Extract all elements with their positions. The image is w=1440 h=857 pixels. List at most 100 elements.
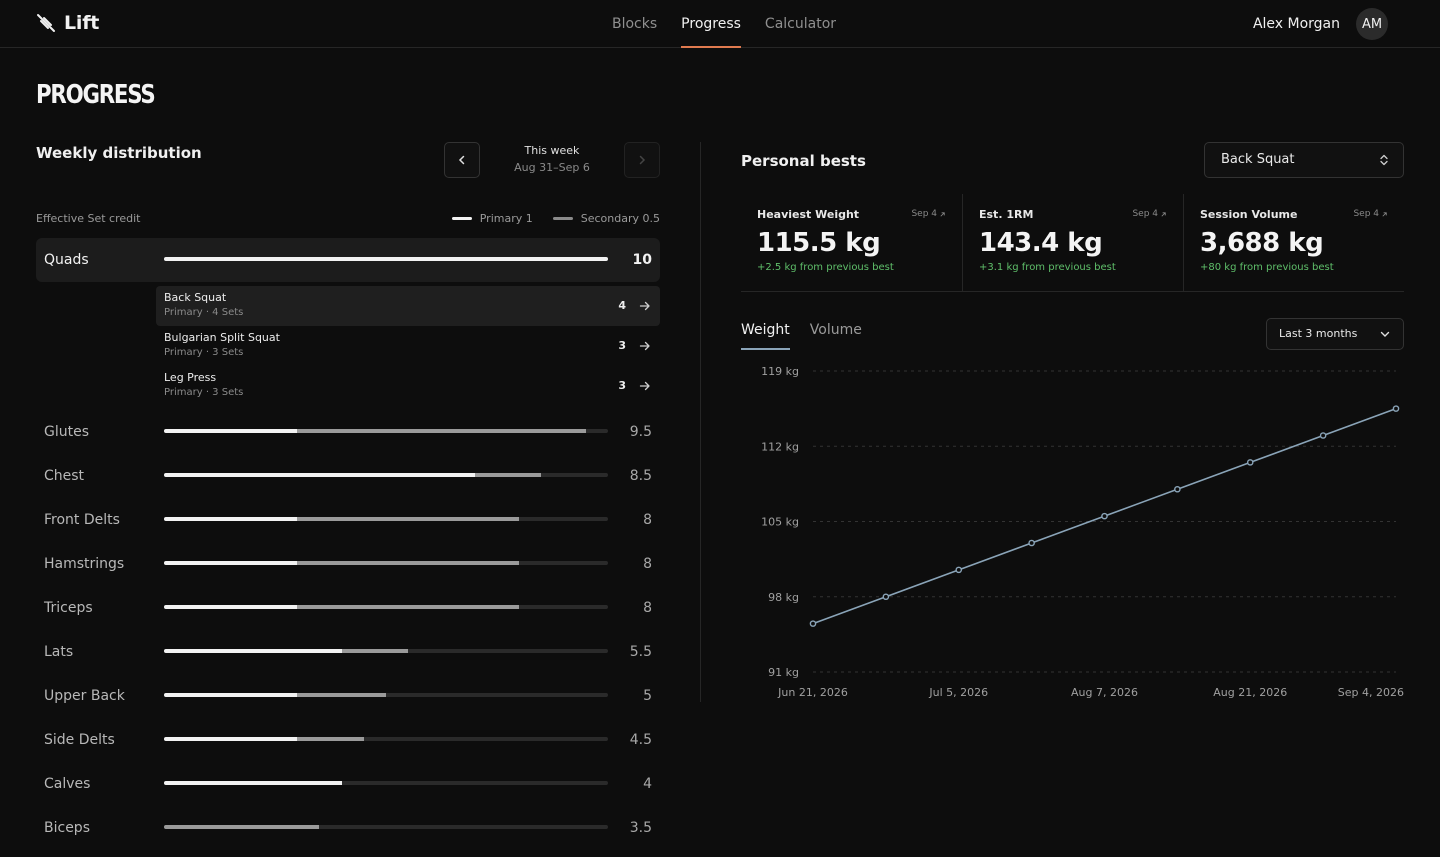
- user-menu[interactable]: Alex Morgan AM: [1253, 8, 1388, 40]
- primary-credit-segment: [164, 517, 298, 521]
- muscle-name: Quads: [44, 252, 89, 268]
- muscle-row-biceps[interactable]: Biceps 3.5: [36, 806, 660, 850]
- main-nav: Blocks Progress Calculator: [612, 0, 836, 48]
- x-tick-label: Aug 7, 2026: [1071, 686, 1138, 699]
- arrow-up-right-icon: [1161, 211, 1166, 217]
- x-tick-label: Jun 21, 2026: [777, 686, 848, 699]
- stat-date[interactable]: Sep 4: [911, 209, 946, 219]
- legend-primary-label: Primary 1: [479, 212, 533, 225]
- chart-tabs: Weight Volume: [741, 318, 862, 350]
- nav-tab-calculator[interactable]: Calculator: [764, 16, 837, 32]
- set-credit-bar: [164, 561, 608, 565]
- muscle-name: Upper Back: [44, 688, 125, 704]
- muscle-value: 5: [643, 688, 652, 704]
- nav-tab-blocks[interactable]: Blocks: [612, 16, 658, 32]
- secondary-credit-segment: [297, 517, 520, 521]
- secondary-credit-segment: [297, 737, 364, 741]
- muscle-row-lats[interactable]: Lats 5.5: [36, 630, 660, 674]
- muscle-row-side-delts[interactable]: Side Delts 4.5: [36, 718, 660, 762]
- week-label: This week: [524, 144, 580, 157]
- muscle-value: 3.5: [629, 820, 652, 836]
- lift-select[interactable]: Back Squat: [1204, 142, 1404, 178]
- stat-card-heaviest-weight[interactable]: Heaviest Weight Sep 4 115.5 kg +2.5 kg f…: [741, 194, 962, 291]
- muscle-row-glutes[interactable]: Glutes 9.5: [36, 410, 660, 454]
- stat-date-text: Sep 4: [1132, 209, 1158, 219]
- data-point[interactable]: [1101, 512, 1108, 520]
- next-week-button[interactable]: [624, 142, 660, 178]
- set-credit-bar: [164, 825, 608, 829]
- y-tick-label: 119 kg: [761, 365, 799, 378]
- chevron-right-icon: [639, 155, 646, 165]
- exercise-meta: Primary · 3 Sets: [164, 387, 244, 398]
- legend-row: Effective Set credit Primary 1 Secondary…: [36, 212, 660, 226]
- stat-label: Est. 1RM: [979, 208, 1034, 221]
- chart-tab-volume[interactable]: Volume: [809, 322, 862, 338]
- data-point[interactable]: [882, 593, 890, 601]
- exercise-name: Back Squat: [164, 291, 227, 304]
- arrow-up-right-icon: [940, 211, 945, 217]
- exercise-row-leg-press[interactable]: Leg Press Primary · 3 Sets 3: [156, 366, 660, 406]
- stat-cards: Heaviest Weight Sep 4 115.5 kg +2.5 kg f…: [741, 194, 1404, 292]
- muscle-row-triceps[interactable]: Triceps 8: [36, 586, 660, 630]
- muscle-name: Lats: [44, 644, 74, 660]
- legend-secondary-swatch: [552, 217, 573, 220]
- exercise-set-count: 4: [618, 299, 626, 312]
- page-title: PROGRESS: [36, 80, 156, 110]
- brand-name: Lift: [64, 12, 100, 34]
- top-navigation-bar: Lift Blocks Progress Calculator Alex Mor…: [0, 0, 1440, 48]
- muscle-name: Hamstrings: [44, 556, 125, 572]
- data-point[interactable]: [1392, 405, 1400, 412]
- stat-value: 143.4 kg: [979, 228, 1103, 258]
- data-point[interactable]: [955, 566, 963, 574]
- muscle-name: Chest: [44, 468, 85, 484]
- exercise-row-back-squat[interactable]: Back Squat Primary · 4 Sets 4: [156, 286, 660, 326]
- stat-card-session-volume[interactable]: Session Volume Sep 4 3,688 kg +80 kg fro…: [1183, 194, 1404, 291]
- stat-label: Heaviest Weight: [757, 208, 860, 221]
- range-select[interactable]: Last 3 months: [1266, 318, 1404, 350]
- arrow-right-icon[interactable]: [638, 379, 652, 393]
- legend-secondary-label: Secondary 0.5: [580, 212, 660, 225]
- personal-bests-title: Personal bests: [741, 152, 866, 170]
- previous-week-button[interactable]: [444, 142, 480, 178]
- chart-tab-weight[interactable]: Weight: [741, 318, 790, 350]
- primary-credit-segment: [164, 605, 298, 609]
- stat-date[interactable]: Sep 4: [1132, 209, 1167, 219]
- secondary-credit-segment: [164, 825, 320, 829]
- stat-value: 115.5 kg: [757, 228, 881, 258]
- brand[interactable]: Lift: [36, 12, 99, 34]
- stat-card-est-1rm[interactable]: Est. 1RM Sep 4 143.4 kg +3.1 kg from pre…: [962, 194, 1183, 291]
- stat-date[interactable]: Sep 4: [1353, 209, 1388, 219]
- muscle-row-quads[interactable]: Quads 10: [36, 238, 660, 282]
- muscle-value: 5.5: [629, 644, 652, 660]
- week-selector-label: This week Aug 31–Sep 6: [490, 144, 614, 174]
- set-credit-bar: [164, 693, 608, 697]
- muscle-row-chest[interactable]: Chest 8.5: [36, 454, 660, 498]
- muscle-value: 4: [643, 776, 652, 792]
- muscle-name: Side Delts: [44, 732, 115, 748]
- avatar[interactable]: AM: [1356, 8, 1388, 40]
- y-tick-label: 98 kg: [768, 591, 799, 604]
- secondary-credit-segment: [297, 429, 586, 433]
- exercise-meta: Primary · 3 Sets: [164, 347, 244, 358]
- primary-credit-segment: [164, 649, 342, 653]
- set-credit-bar: [164, 737, 608, 741]
- muscle-row-upper-back[interactable]: Upper Back 5: [36, 674, 660, 718]
- data-point[interactable]: [1174, 485, 1181, 493]
- muscle-row-front-delts[interactable]: Front Delts 8: [36, 498, 660, 542]
- y-tick-label: 112 kg: [761, 440, 799, 453]
- arrow-right-icon[interactable]: [638, 299, 652, 313]
- effective-set-credit-caption: Effective Set credit: [36, 212, 141, 225]
- data-point[interactable]: [1028, 539, 1035, 547]
- data-point[interactable]: [1319, 432, 1327, 439]
- muscle-name: Triceps: [44, 600, 93, 616]
- data-point[interactable]: [1246, 459, 1254, 466]
- data-point[interactable]: [809, 620, 817, 627]
- x-tick-label: Sep 4, 2026: [1338, 686, 1404, 699]
- nav-tab-progress[interactable]: Progress: [681, 0, 741, 48]
- muscle-name: Calves: [44, 776, 91, 792]
- exercise-name: Bulgarian Split Squat: [164, 331, 280, 344]
- exercise-row-bulgarian-split-squat[interactable]: Bulgarian Split Squat Primary · 3 Sets 3: [156, 326, 660, 366]
- arrow-right-icon[interactable]: [638, 339, 652, 353]
- muscle-row-calves[interactable]: Calves 4: [36, 762, 660, 806]
- muscle-row-hamstrings[interactable]: Hamstrings 8: [36, 542, 660, 586]
